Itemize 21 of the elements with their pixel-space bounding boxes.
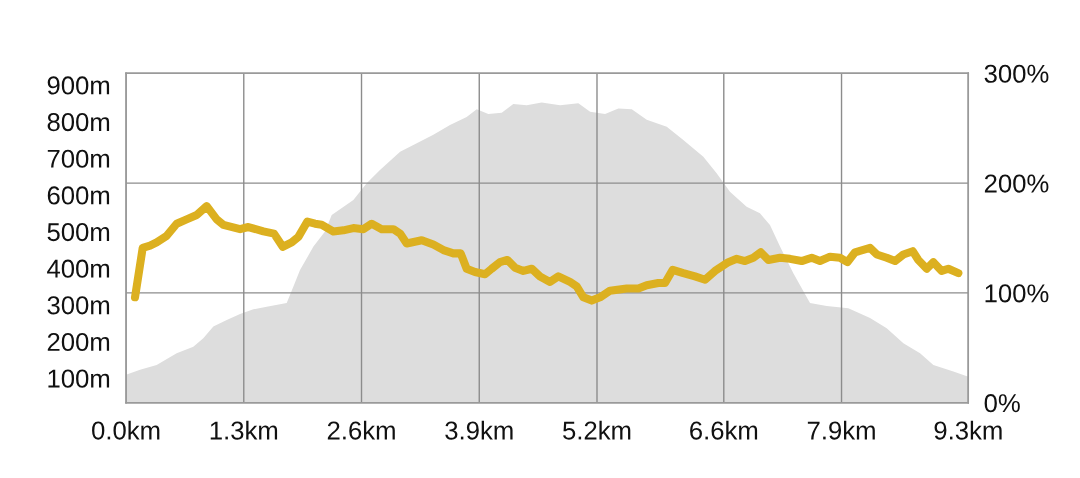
y2-tick-label: 100% xyxy=(985,284,1049,303)
y-tick-label: 300m xyxy=(47,296,110,315)
x-tick-label: 6.6km xyxy=(690,420,758,440)
y-tick-label: 400m xyxy=(47,259,110,278)
x-tick-label: 5.2km xyxy=(563,420,631,440)
y-tick-label: 800m xyxy=(47,113,110,132)
x-tick-label: 1.3km xyxy=(210,420,278,440)
y-tick-label: 500m xyxy=(47,222,110,242)
x-tick-label: 9.3km xyxy=(934,420,1002,440)
x-tick-label: 2.6km xyxy=(327,420,395,440)
y-tick-label: 600m xyxy=(47,186,110,205)
y-tick-label: 200m xyxy=(47,332,110,352)
x-tick-label: 7.9km xyxy=(807,420,875,440)
y2-tick-label: 0% xyxy=(984,394,1020,413)
y-tick-label: 900m xyxy=(47,76,110,95)
x-tick-label: 0.0km xyxy=(92,420,160,440)
y-tick-label: 100m xyxy=(48,369,110,388)
y2-tick-label: 300% xyxy=(984,64,1049,83)
y2-tick-label: 200% xyxy=(984,174,1049,193)
y-tick-label: 700m xyxy=(47,149,110,168)
x-tick-label: 3.9km xyxy=(445,420,513,440)
